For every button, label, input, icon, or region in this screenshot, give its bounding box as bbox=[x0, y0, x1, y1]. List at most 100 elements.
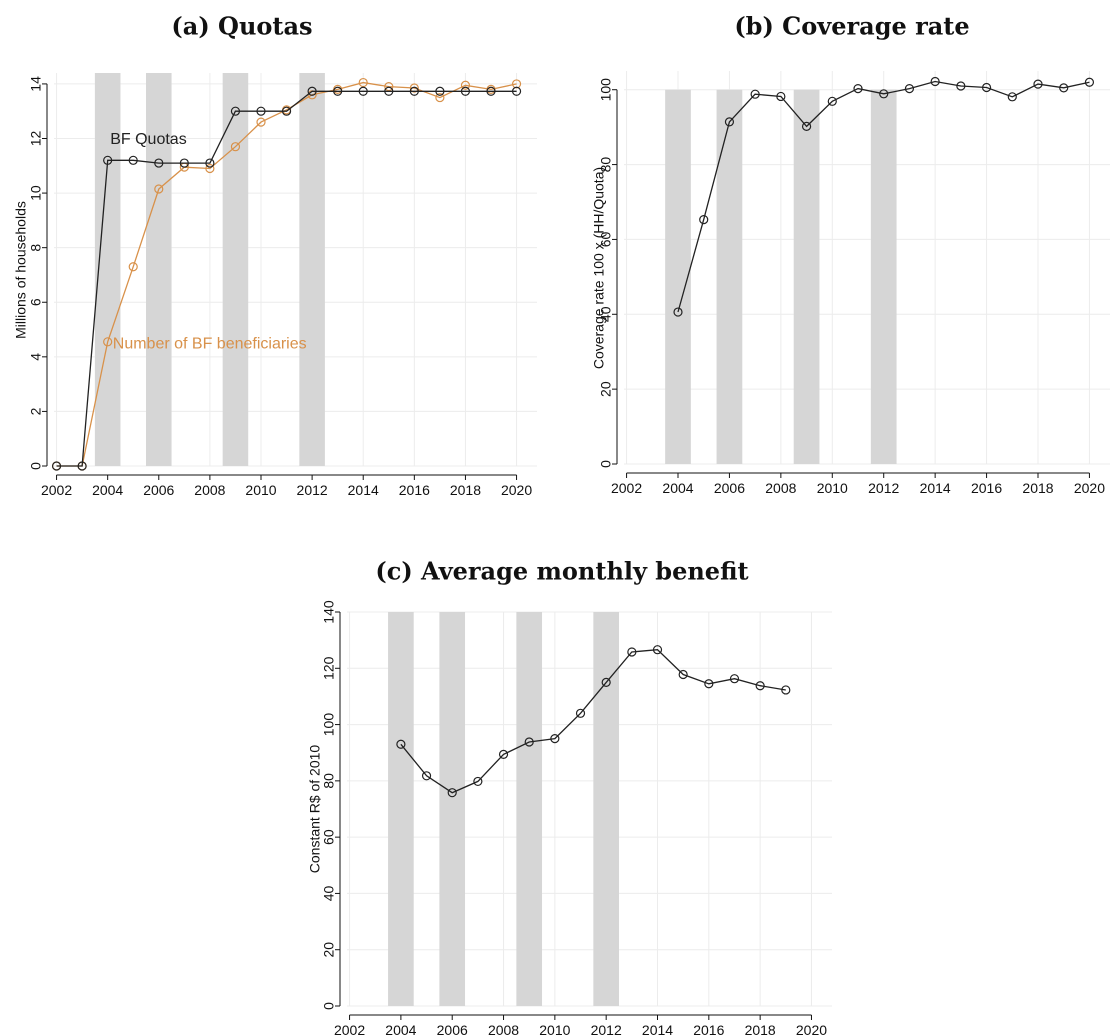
shaded-period bbox=[593, 612, 620, 1006]
x-tick-label: 2018 bbox=[745, 1022, 776, 1036]
y-tick-label: 120 bbox=[321, 656, 337, 680]
x-tick-label: 2006 bbox=[714, 480, 745, 496]
x-tick-label: 2014 bbox=[920, 480, 951, 496]
data-point bbox=[128, 155, 138, 165]
shaded-period bbox=[716, 89, 743, 464]
data-point bbox=[652, 645, 663, 655]
data-point bbox=[409, 83, 419, 93]
x-tick-label: 2020 bbox=[501, 482, 532, 498]
data-point bbox=[154, 184, 164, 194]
panel-title: (b) Coverage rate bbox=[734, 12, 969, 41]
shaded-period bbox=[793, 89, 820, 464]
x-tick-label: 2012 bbox=[868, 480, 899, 496]
data-point bbox=[154, 158, 164, 168]
y-tick-label: 0 bbox=[28, 462, 44, 470]
y-tick-label: 40 bbox=[598, 306, 614, 322]
panel-quotas-chart: (a) Quotas 0 2 4 6 8 10 12 14 2002 2004 2006 2008 201… bbox=[13, 12, 537, 498]
panel-title: (a) Quotas bbox=[171, 12, 312, 41]
data-point bbox=[435, 92, 445, 103]
data-point bbox=[673, 307, 683, 317]
data-point bbox=[750, 89, 760, 99]
series-line bbox=[677, 80, 1090, 313]
x-tick-label: 2010 bbox=[245, 482, 276, 498]
x-tick-label: 2006 bbox=[437, 1022, 468, 1036]
y-tick-label: 8 bbox=[28, 244, 44, 252]
shaded-period bbox=[870, 89, 897, 464]
data-point bbox=[77, 461, 87, 471]
data-point bbox=[729, 674, 740, 684]
data-point bbox=[103, 155, 113, 165]
x-tick-label: 2016 bbox=[693, 1022, 724, 1036]
data-point bbox=[1059, 83, 1069, 93]
x-tick-label: 2002 bbox=[611, 480, 642, 496]
y-tick-label: 12 bbox=[28, 131, 44, 147]
x-tick-label: 2012 bbox=[591, 1022, 622, 1036]
data-point bbox=[205, 163, 215, 174]
data-point bbox=[781, 685, 791, 695]
data-point bbox=[1033, 79, 1043, 89]
y-tick-label: 20 bbox=[321, 942, 337, 958]
y-tick-label: 14 bbox=[28, 76, 44, 92]
x-tick-label: 2018 bbox=[450, 482, 481, 498]
x-tick-label: 2002 bbox=[41, 482, 72, 498]
data-point bbox=[853, 83, 863, 94]
data-point bbox=[930, 76, 940, 87]
y-tick-label: 140 bbox=[321, 600, 337, 624]
x-tick-label: 2012 bbox=[297, 482, 328, 498]
data-point bbox=[724, 117, 735, 127]
data-point bbox=[956, 81, 966, 91]
y-tick-label: 80 bbox=[321, 773, 337, 789]
x-tick-label: 2004 bbox=[92, 482, 123, 498]
data-point bbox=[511, 86, 522, 96]
data-point bbox=[511, 79, 522, 89]
shaded-period bbox=[439, 612, 466, 1006]
data-point bbox=[435, 86, 445, 96]
data-point bbox=[128, 262, 138, 272]
data-point bbox=[498, 749, 509, 760]
data-point bbox=[396, 739, 406, 749]
data-point bbox=[473, 776, 483, 787]
data-point bbox=[205, 158, 215, 168]
y-tick-label: 6 bbox=[28, 298, 44, 306]
x-tick-label: 2014 bbox=[348, 482, 379, 498]
data-point bbox=[281, 106, 292, 116]
y-tick-label: 0 bbox=[321, 1002, 337, 1010]
data-point bbox=[460, 80, 471, 90]
y-tick-label: 40 bbox=[321, 885, 337, 901]
data-point bbox=[904, 83, 915, 94]
data-point bbox=[550, 734, 560, 744]
data-point bbox=[230, 106, 241, 116]
y-tick-label: 20 bbox=[598, 381, 614, 397]
data-point bbox=[421, 771, 432, 781]
data-point bbox=[447, 788, 457, 798]
series-line bbox=[56, 81, 517, 467]
data-point bbox=[409, 86, 419, 96]
data-point bbox=[103, 337, 113, 347]
data-point bbox=[460, 86, 471, 96]
y-tick-label: 2 bbox=[28, 407, 44, 415]
data-point bbox=[678, 669, 688, 680]
x-tick-label: 2020 bbox=[1074, 480, 1105, 496]
series-line bbox=[400, 649, 786, 794]
y-tick-label: 4 bbox=[28, 353, 44, 361]
x-tick-label: 2018 bbox=[1022, 480, 1053, 496]
y-tick-label: 100 bbox=[598, 78, 614, 102]
y-tick-label: 60 bbox=[598, 231, 614, 247]
data-point bbox=[524, 737, 534, 747]
data-point bbox=[358, 86, 368, 96]
data-point bbox=[179, 158, 189, 168]
x-tick-label: 2016 bbox=[399, 482, 430, 498]
data-point bbox=[486, 86, 496, 96]
shaded-period bbox=[516, 612, 543, 1006]
x-tick-label: 2004 bbox=[662, 480, 693, 496]
data-point bbox=[575, 708, 586, 718]
series-label: Number of BF beneficiaries bbox=[113, 336, 307, 353]
data-point bbox=[333, 86, 343, 96]
x-tick-label: 2010 bbox=[539, 1022, 570, 1036]
data-point bbox=[1007, 92, 1017, 102]
data-point bbox=[256, 106, 266, 116]
data-point bbox=[256, 117, 266, 127]
data-point bbox=[230, 142, 241, 152]
y-tick-label: 80 bbox=[598, 157, 614, 173]
shaded-period bbox=[222, 73, 249, 466]
